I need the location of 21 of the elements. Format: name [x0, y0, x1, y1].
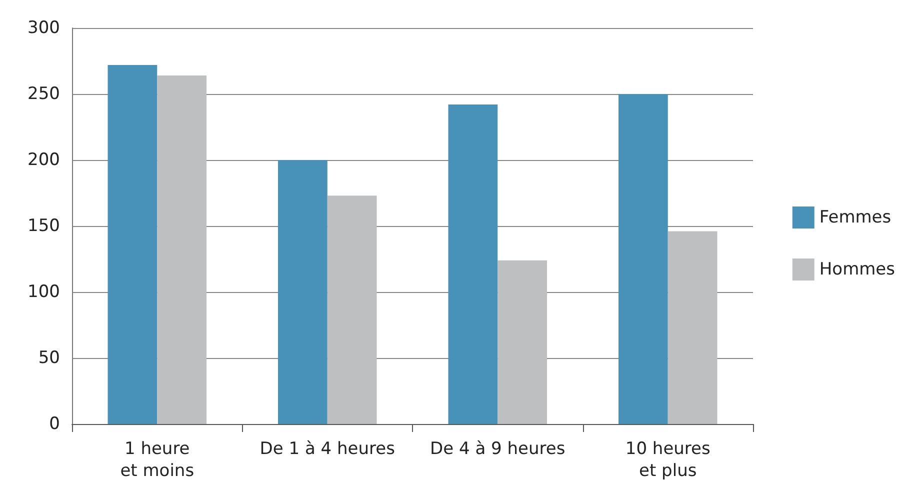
y-tick-label: 300 — [28, 18, 60, 38]
bar — [448, 104, 498, 424]
bar — [327, 196, 377, 424]
bar — [278, 160, 328, 424]
legend-label: Femmes — [819, 208, 892, 228]
y-tick-label: 150 — [28, 216, 60, 236]
bar — [498, 260, 547, 424]
y-tick-label: 50 — [38, 348, 60, 368]
y-tick-label: 0 — [49, 414, 60, 434]
bar — [668, 231, 718, 424]
bar — [157, 76, 206, 424]
legend-label: Hommes — [819, 260, 896, 280]
bar — [108, 64, 158, 424]
bar — [618, 94, 668, 424]
x-tick-label: 10 heures et plus — [625, 439, 710, 481]
y-tick-label: 200 — [28, 150, 60, 170]
x-tick-label: De 1 à 4 heures — [260, 439, 396, 459]
x-tick-label: 1 heure et moins — [120, 439, 194, 481]
y-tick-label: 250 — [28, 84, 60, 104]
x-tick-label: De 4 à 9 heures — [430, 439, 566, 459]
y-tick-label: 100 — [28, 282, 60, 302]
